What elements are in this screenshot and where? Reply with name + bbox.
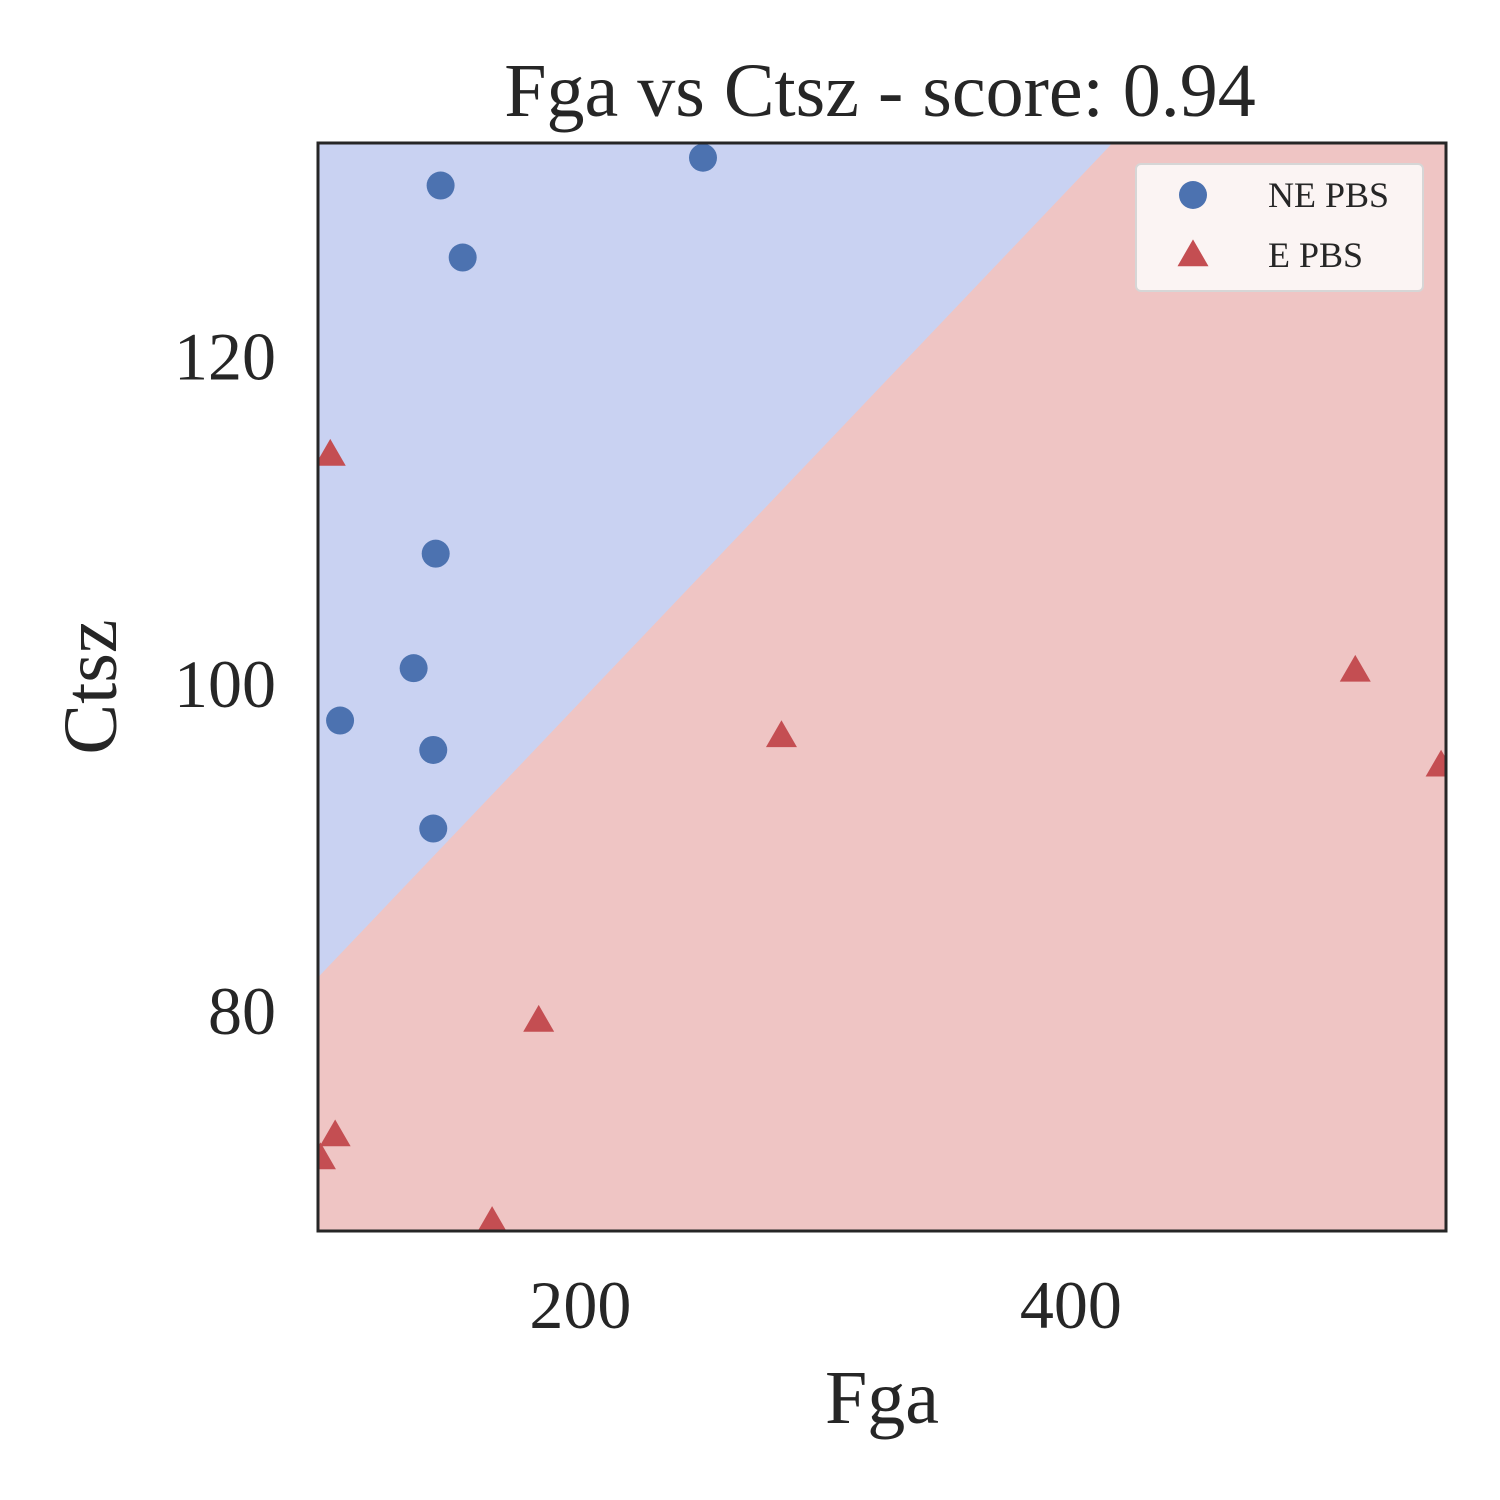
e-pbs-point-5 bbox=[319, 1119, 351, 1147]
plot-area bbox=[318, 143, 1446, 1231]
e-pbs-point-7 bbox=[477, 1206, 507, 1231]
x-axis-label: Fga bbox=[825, 1356, 939, 1440]
legend-e-pbs-label: E PBS bbox=[1268, 235, 1363, 275]
ne-pbs-point-3 bbox=[421, 539, 450, 568]
plot-frame bbox=[316, 141, 1448, 1233]
e-pbs-point-6 bbox=[318, 1142, 336, 1170]
e-pbs-point-1 bbox=[1339, 654, 1371, 682]
x-tick-label-0: 200 bbox=[529, 1267, 631, 1343]
e-pbs-point-3 bbox=[1425, 749, 1446, 777]
ne-pbs-point-2 bbox=[448, 243, 477, 272]
y-tick-label-2: 120 bbox=[174, 319, 276, 395]
e-pbs-point-0 bbox=[318, 438, 346, 466]
ne-pbs-point-6 bbox=[419, 735, 448, 764]
y-tick-label-1: 100 bbox=[174, 646, 276, 722]
ne-pbs-point-4 bbox=[399, 654, 428, 683]
chart-title: Fga vs Ctsz - score: 0.94 bbox=[504, 49, 1255, 133]
legend-ne-pbs-marker bbox=[1179, 181, 1207, 209]
y-tick-label-0: 80 bbox=[208, 973, 276, 1049]
e-pbs-point-2 bbox=[765, 720, 797, 748]
legend-box bbox=[1135, 163, 1424, 292]
ne-pbs-point-7 bbox=[419, 814, 448, 843]
x-tick-label-1: 400 bbox=[1020, 1267, 1122, 1343]
y-axis-label: Ctsz bbox=[49, 619, 133, 754]
region-ne-pbs bbox=[318, 143, 1113, 978]
legend-e-pbs-marker bbox=[1177, 239, 1209, 267]
ne-pbs-point-0 bbox=[688, 143, 717, 172]
legend-ne-pbs-label: NE PBS bbox=[1268, 175, 1389, 215]
e-pbs-point-4 bbox=[523, 1004, 555, 1032]
ne-pbs-point-1 bbox=[426, 171, 455, 200]
ne-pbs-point-5 bbox=[326, 706, 355, 735]
legend: NE PBS E PBS bbox=[1135, 163, 1424, 292]
